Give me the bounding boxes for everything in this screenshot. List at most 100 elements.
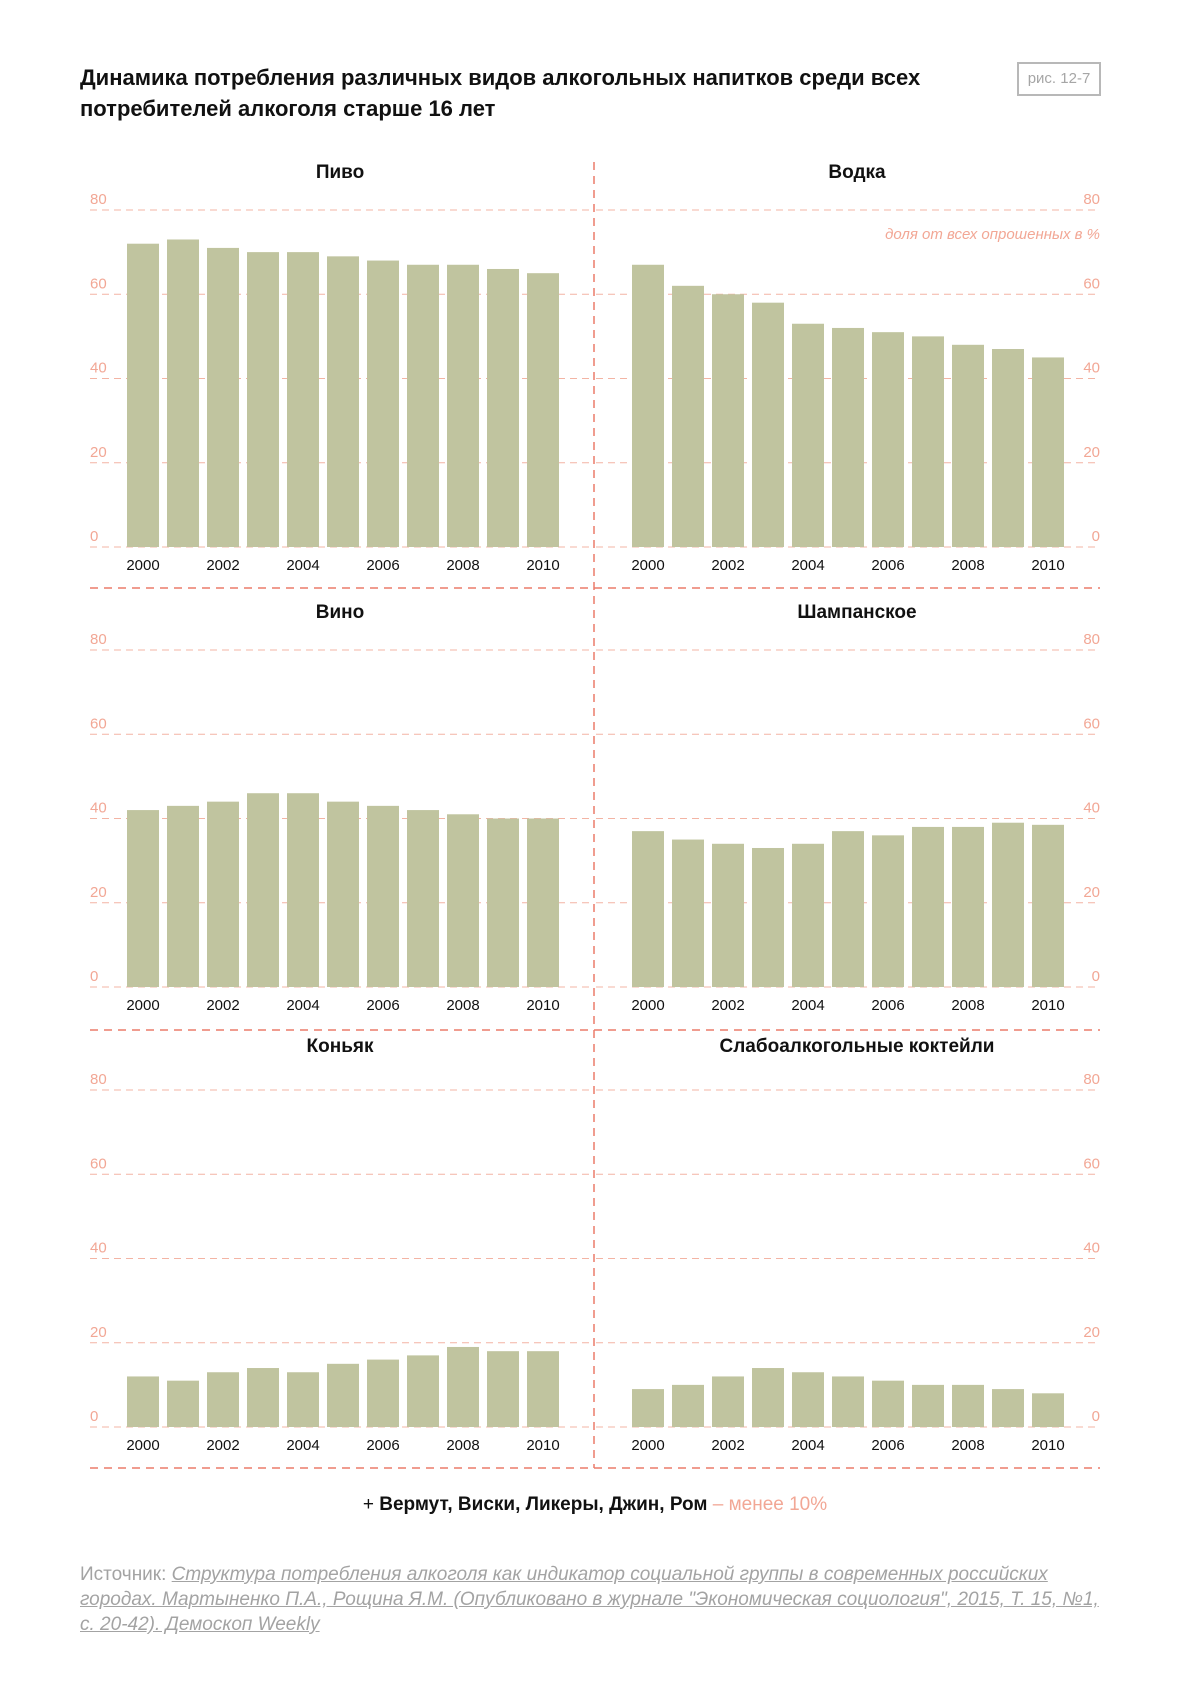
y-tick-label: 20	[90, 884, 107, 901]
other-drinks-note: + Вермут, Виски, Ликеры, Джин, Ром – мен…	[0, 1494, 1190, 1516]
bar-2002	[712, 843, 744, 987]
bar-2006	[367, 1359, 399, 1427]
note-prefix: +	[362, 1494, 380, 1515]
source-citation: Источник: Структура потребления алкоголя…	[80, 1562, 1110, 1637]
bar-2008	[447, 814, 479, 987]
x-tick-label: 2004	[791, 557, 824, 574]
bar-2008	[447, 1346, 479, 1427]
bar-2001	[167, 239, 199, 548]
bar-2001	[167, 1380, 199, 1427]
bar-2010	[527, 1351, 559, 1427]
x-tick-label: 2000	[631, 997, 664, 1014]
source-label: Источник:	[80, 1564, 172, 1585]
bar-2005	[327, 256, 359, 547]
y-tick-label: 20	[1083, 884, 1100, 901]
y-tick-label: 80	[90, 1071, 107, 1088]
y-tick-label: 80	[1083, 191, 1100, 208]
bar-2001	[672, 285, 704, 547]
bar-2002	[207, 1372, 239, 1427]
panel-title: Коньяк	[307, 1036, 374, 1057]
x-tick-label: 2000	[126, 1437, 159, 1454]
y-tick-label: 20	[90, 444, 107, 461]
y-tick-label: 60	[1083, 275, 1100, 292]
x-tick-label: 2002	[206, 557, 239, 574]
x-tick-label: 2004	[286, 557, 319, 574]
bar-2001	[672, 1384, 704, 1427]
x-tick-label: 2004	[791, 997, 824, 1014]
y-tick-label: 60	[1083, 1155, 1100, 1172]
source-link[interactable]: Структура потребления алкоголя как индик…	[80, 1564, 1099, 1635]
y-tick-label: 0	[1092, 528, 1100, 545]
bar-2002	[712, 1376, 744, 1427]
panel-title: Водка	[828, 162, 886, 183]
bar-2006	[872, 332, 904, 547]
bar-2006	[872, 1380, 904, 1427]
bar-2008	[952, 826, 984, 987]
bar-2003	[752, 1368, 784, 1427]
y-tick-label: 0	[1092, 968, 1100, 985]
bar-2007	[912, 336, 944, 547]
bar-2002	[207, 247, 239, 547]
y-tick-label: 60	[1083, 715, 1100, 732]
bar-2009	[487, 818, 519, 987]
bar-2005	[327, 1363, 359, 1427]
x-tick-label: 2000	[126, 997, 159, 1014]
x-tick-label: 2004	[791, 1437, 824, 1454]
bar-2005	[832, 327, 864, 547]
bar-2000	[127, 243, 159, 547]
x-tick-label: 2006	[366, 557, 399, 574]
bar-2004	[792, 1372, 824, 1427]
bar-2003	[247, 252, 279, 547]
bar-2005	[327, 801, 359, 987]
x-tick-label: 2006	[871, 557, 904, 574]
x-tick-label: 2006	[871, 997, 904, 1014]
bar-2003	[247, 1368, 279, 1427]
x-tick-label: 2002	[206, 1437, 239, 1454]
bar-2001	[167, 805, 199, 987]
bar-2009	[487, 1351, 519, 1427]
bar-2009	[992, 349, 1024, 547]
x-tick-label: 2010	[1031, 997, 1064, 1014]
bar-2006	[367, 260, 399, 547]
x-tick-label: 2008	[951, 997, 984, 1014]
bar-2002	[712, 294, 744, 547]
bar-2005	[832, 831, 864, 987]
y-tick-label: 40	[1083, 360, 1100, 377]
bar-2007	[912, 826, 944, 987]
bar-2007	[912, 1384, 944, 1427]
bar-2004	[287, 252, 319, 547]
y-tick-label: 80	[90, 631, 107, 648]
x-tick-label: 2010	[1031, 557, 1064, 574]
y-tick-label: 20	[1083, 444, 1100, 461]
bar-2007	[407, 1355, 439, 1427]
bar-2000	[127, 810, 159, 987]
x-tick-label: 2008	[446, 1437, 479, 1454]
bar-2009	[992, 822, 1024, 987]
bar-2002	[207, 801, 239, 987]
x-tick-label: 2008	[951, 1437, 984, 1454]
y-tick-label: 0	[90, 528, 98, 545]
x-tick-label: 2000	[126, 557, 159, 574]
bar-2000	[632, 1389, 664, 1427]
y-tick-label: 0	[90, 1408, 98, 1425]
x-tick-label: 2004	[286, 997, 319, 1014]
x-tick-label: 2002	[206, 997, 239, 1014]
panel-title: Вино	[316, 602, 364, 623]
bar-2003	[752, 847, 784, 987]
note-threshold: – менее 10%	[707, 1494, 828, 1515]
bar-2004	[792, 843, 824, 987]
y-tick-label: 40	[1083, 800, 1100, 817]
panel-title: Пиво	[316, 162, 364, 183]
y-tick-label: 0	[90, 968, 98, 985]
x-tick-label: 2000	[631, 557, 664, 574]
bar-2008	[952, 1384, 984, 1427]
x-tick-label: 2006	[366, 997, 399, 1014]
bar-2005	[832, 1376, 864, 1427]
y-tick-label: 80	[1083, 1071, 1100, 1088]
x-tick-label: 2000	[631, 1437, 664, 1454]
bar-2008	[952, 344, 984, 547]
x-tick-label: 2006	[366, 1437, 399, 1454]
bar-2007	[407, 810, 439, 987]
bar-2009	[487, 268, 519, 547]
